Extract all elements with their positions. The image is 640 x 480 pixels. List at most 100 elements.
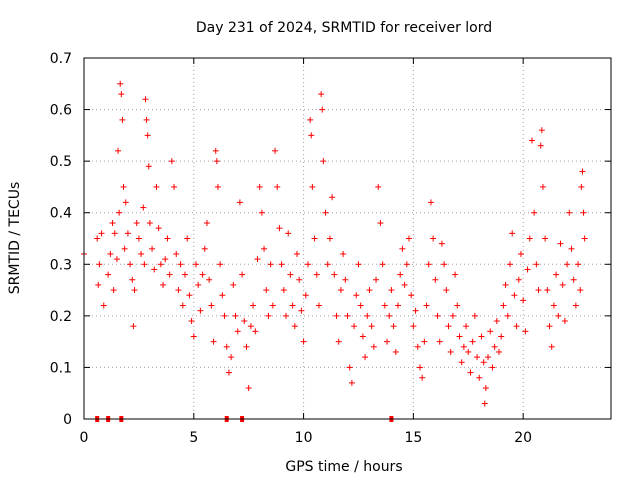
data-point [577,287,584,294]
data-point [96,261,103,268]
data-point [276,225,283,232]
data-point [537,142,544,149]
data-point [254,256,261,263]
data-point [500,302,507,309]
data-point [463,323,470,330]
data-point [498,333,505,340]
data-point [531,209,538,216]
data-point [118,91,125,98]
data-point [364,312,371,319]
data-point [131,287,138,294]
data-point [135,235,142,242]
data-point [353,292,360,299]
data-point [517,250,524,257]
data-point [107,250,114,257]
data-point [425,261,432,268]
data-point [522,328,529,335]
data-point [487,328,494,335]
data-point [467,369,474,376]
y-axis-label: SRMTID / TECUs [7,182,23,295]
data-point [228,354,235,361]
data-point [234,328,241,335]
data-point [243,343,250,350]
data-point [528,137,535,144]
data-point [351,323,358,330]
data-point [157,261,164,268]
data-point [267,261,274,268]
data-point [190,333,197,340]
data-point [155,225,162,232]
x-tick-label: 15 [404,430,422,446]
data-point [274,183,281,190]
data-point [465,348,472,355]
y-tick-labels: 0 0.1 0.2 0.3 0.4 0.5 0.6 0.7 [50,51,72,428]
data-point [570,276,577,283]
data-point [381,302,388,309]
data-point [315,302,322,309]
y-tick-label: 0.5 [50,154,72,170]
data-point [324,261,331,268]
data-point [546,323,553,330]
data-point [491,343,498,350]
data-point [496,348,503,355]
data-point [153,183,160,190]
data-point [241,318,248,325]
data-point [416,364,423,371]
data-point [95,281,102,288]
data-point [373,276,380,283]
data-point [566,209,573,216]
data-point [151,266,158,273]
data-point [405,235,412,242]
y-tick-label: 0.1 [50,360,72,376]
data-point [283,312,290,319]
data-point [197,307,204,314]
data-point [166,271,173,278]
data-point [414,343,421,350]
data-point [542,235,549,242]
data-point [171,183,178,190]
data-point [550,302,557,309]
data-point [213,158,220,165]
data-point [375,183,382,190]
data-point [130,323,137,330]
data-point [452,271,459,278]
data-point [319,106,326,113]
data-point [199,271,206,278]
y-tick-label: 0.7 [50,51,72,67]
data-point [280,287,287,294]
data-point [430,235,437,242]
data-point [533,261,540,268]
data-point [144,132,151,139]
data-point [359,333,366,340]
data-point [504,312,511,319]
data-point [447,348,454,355]
data-point [239,271,246,278]
data-point [206,276,213,283]
data-point [302,292,309,299]
data-point [524,266,531,273]
data-point [141,261,148,268]
data-point [434,312,441,319]
y-tick-label: 0 [63,412,72,428]
data-point [355,261,362,268]
data-point [340,250,347,257]
data-point [278,261,285,268]
data-point [111,230,118,237]
data-point [329,194,336,201]
data-point [203,220,210,227]
data-point [217,261,224,268]
data-point [403,261,410,268]
data-point [129,276,136,283]
data-point [401,281,408,288]
data-point [225,369,232,376]
data-point [370,343,377,350]
data-point [478,333,485,340]
data-point [392,348,399,355]
data-point [460,343,467,350]
data-point [579,168,586,175]
data-point [149,245,156,252]
data-point [214,183,221,190]
data-point [318,91,325,98]
data-point [539,183,546,190]
data-point [245,385,252,392]
